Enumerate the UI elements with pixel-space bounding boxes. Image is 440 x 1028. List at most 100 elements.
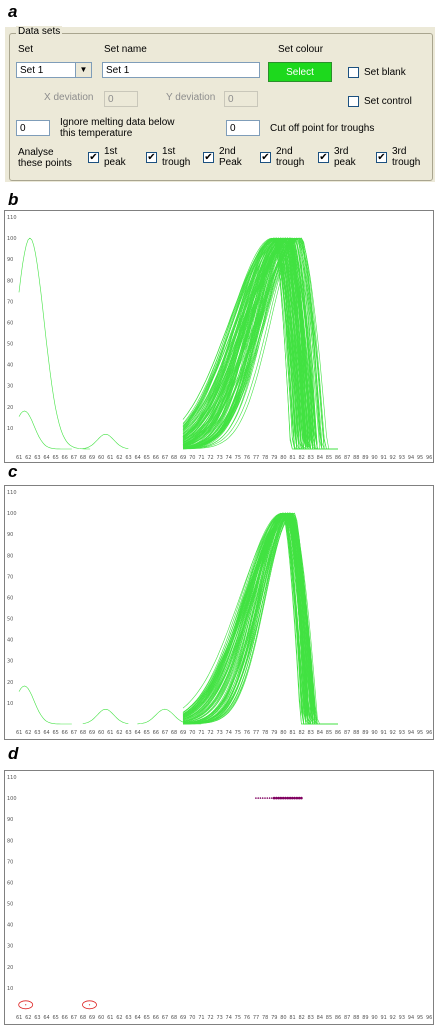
chevron-down-icon[interactable]: ▼	[75, 63, 91, 77]
y-tick-label: 110	[7, 775, 17, 781]
x-tick-label: 68	[171, 455, 177, 461]
x-tick-label: 62	[25, 455, 31, 461]
x-tick-label: 64	[43, 455, 49, 461]
set-name-label: Set name	[104, 44, 147, 55]
analyse-point-label-5-line1: 3rd	[392, 146, 407, 157]
x-tick-label: 72	[207, 730, 213, 736]
x-tick-label: 61	[107, 1015, 113, 1021]
x-tick-label: 61	[107, 455, 113, 461]
x-tick-label: 70	[189, 1015, 195, 1021]
x-tick-label: 65	[52, 455, 58, 461]
y-tick-label: 100	[7, 511, 17, 517]
x-tick-label: 87	[344, 1015, 350, 1021]
x-tick-label: 85	[326, 1015, 332, 1021]
analyse-point-checkbox-3[interactable]: ✔	[260, 152, 271, 163]
x-tick-label: 83	[308, 1015, 314, 1021]
y-tick-label: 40	[7, 363, 13, 369]
x-tick-label: 90	[371, 730, 377, 736]
analyse-point-checkbox-0[interactable]: ✔	[88, 152, 99, 163]
x-tick-label: 90	[371, 455, 377, 461]
analyse-point-checkbox-5[interactable]: ✔	[376, 152, 387, 163]
set-combo[interactable]: Set 1 ▼	[16, 62, 92, 78]
x-tick-label: 92	[390, 455, 396, 461]
y-tick-label: 110	[7, 490, 17, 496]
analyse-point-label-1-line1: 1st	[162, 146, 176, 157]
ignore-temperature-input[interactable]: 0	[16, 120, 50, 136]
analyse-point-checkbox-1[interactable]: ✔	[146, 152, 157, 163]
peak-point	[281, 796, 285, 800]
peak-point	[291, 796, 294, 800]
x-tick-label: 88	[353, 455, 359, 461]
x-tick-label: 73	[216, 1015, 222, 1021]
analyse-point-checkbox-4[interactable]: ✔	[318, 152, 329, 163]
x-tick-label: 86	[335, 730, 341, 736]
cutoff-troughs-input[interactable]: 0	[226, 120, 260, 136]
peak-point	[259, 797, 262, 799]
series-line	[183, 513, 338, 725]
x-tick-label: 68	[80, 730, 86, 736]
x-tick-label: 92	[390, 1015, 396, 1021]
peak-point	[288, 796, 292, 800]
x-tick-label: 79	[271, 730, 277, 736]
x-tick-label: 71	[198, 455, 204, 461]
x-tick-label: 85	[326, 730, 332, 736]
y-tick-label: 50	[7, 902, 13, 908]
y-deviation-value: 0	[228, 94, 234, 105]
x-tick-label: 72	[207, 1015, 213, 1021]
peak-point	[268, 797, 271, 799]
x-tick-label: 62	[25, 730, 31, 736]
set-name-input[interactable]: Set 1	[102, 62, 260, 78]
series-line	[182, 512, 338, 725]
x-tick-label: 84	[317, 1015, 323, 1021]
analyse-point-label-0-line2: peak	[104, 157, 126, 168]
series-line	[182, 237, 338, 450]
analyse-label-line2: these points	[18, 158, 72, 169]
x-tick-label: 68	[80, 455, 86, 461]
x-tick-label: 82	[298, 1015, 304, 1021]
analyse-point-label-0-line1: 1st	[104, 146, 118, 157]
x-tick-label: 66	[153, 455, 159, 461]
analyse-point-label-2-line2: Peak	[219, 157, 242, 168]
peak-point	[257, 797, 259, 799]
analyse-label-line1: Analyse	[18, 147, 54, 158]
analyse-point-label-3-line1: 2nd	[276, 146, 293, 157]
x-tick-label: 73	[216, 730, 222, 736]
x-tick-label: 67	[162, 455, 168, 461]
x-tick-label: 91	[380, 455, 386, 461]
y-deviation-input[interactable]: 0	[224, 91, 258, 107]
y-tick-label: 10	[7, 986, 13, 992]
x-tick-label: 67	[162, 1015, 168, 1021]
y-tick-label: 90	[7, 257, 13, 263]
x-deviation-input[interactable]: 0	[104, 91, 138, 107]
x-tick-label: 61	[16, 730, 22, 736]
set-control-checkbox[interactable]	[348, 96, 359, 107]
series-line	[18, 237, 91, 450]
y-tick-label: 20	[7, 680, 13, 686]
cutoff-troughs-value: 0	[230, 123, 236, 134]
set-colour-label: Set colour	[278, 44, 324, 55]
y-tick-label: 70	[7, 574, 13, 580]
ignore-temperature-value: 0	[20, 123, 26, 134]
select-colour-button[interactable]: Select	[268, 62, 332, 82]
ignore-label-line2: this temperature	[60, 128, 133, 139]
x-tick-label: 65	[144, 1015, 150, 1021]
set-blank-checkbox[interactable]	[348, 67, 359, 78]
trough-point	[25, 1004, 27, 1006]
y-tick-label: 10	[7, 701, 13, 707]
x-tick-label: 94	[408, 730, 414, 736]
analyse-point-checkbox-2[interactable]: ✔	[203, 152, 214, 163]
set-name-value: Set 1	[106, 65, 130, 76]
y-tick-label: 60	[7, 880, 13, 886]
x-tick-label: 71	[198, 730, 204, 736]
x-tick-label: 66	[62, 1015, 68, 1021]
panel-label-b: b	[8, 190, 19, 209]
x-tick-label: 61	[16, 455, 22, 461]
melt-curves-chart-c: 110 100 90 80 70 60 50 40 30 20 10 61 62 63 64 65 66 67 68…	[4, 485, 434, 740]
y-deviation-label: Y deviation	[166, 92, 216, 103]
x-tick-label: 79	[271, 455, 277, 461]
x-tick-label: 67	[71, 730, 77, 736]
analyse-point-label-3-line2: trough	[276, 157, 305, 168]
x-tick-label: 90	[371, 1015, 377, 1021]
peak-point	[266, 797, 269, 799]
